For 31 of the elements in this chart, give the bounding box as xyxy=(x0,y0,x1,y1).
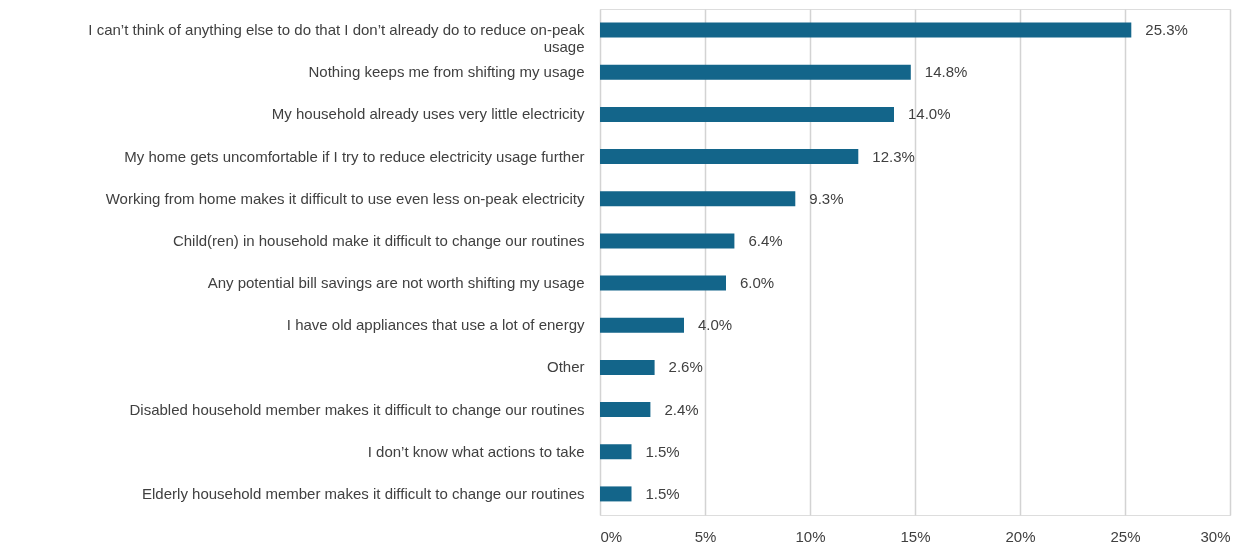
y-tick-label: My household already uses very little electricity xyxy=(271,105,585,123)
data-label: 2.6% xyxy=(668,358,703,376)
data-label: 14.0% xyxy=(908,105,951,123)
y-tick-label: Disabled household member makes it difficult to change our routines xyxy=(129,400,585,418)
data-label: 25.3% xyxy=(1145,21,1188,39)
y-tick-label: Any potential bill savings are not worth shifting my usage xyxy=(207,274,585,292)
x-tick-label: 25% xyxy=(1110,527,1141,545)
data-label: 1.5% xyxy=(645,442,680,460)
data-label: 4.0% xyxy=(698,316,733,334)
y-tick-label: I can’t think of anything else to do that I don’t already do to reduce on-peak usage xyxy=(88,21,585,56)
data-label: 6.4% xyxy=(748,231,783,249)
data-label: 9.3% xyxy=(809,189,844,207)
x-tick-label: 20% xyxy=(1005,527,1036,545)
y-tick-label: My home gets uncomfortable if I try to reduce electricity usage further xyxy=(124,147,585,165)
x-tick-label: 5% xyxy=(694,527,717,545)
x-tick-label: 30% xyxy=(1200,527,1231,545)
x-tick-label: 10% xyxy=(795,527,826,545)
y-tick-label: Nothing keeps me from shifting my usage xyxy=(308,63,585,81)
x-tick-label: 15% xyxy=(900,527,931,545)
y-tick-label: I don’t know what actions to take xyxy=(367,442,585,460)
x-tick-label: 0% xyxy=(600,527,623,545)
y-tick-label: I have old appliances that use a lot of energy xyxy=(286,316,585,334)
data-label: 2.4% xyxy=(664,400,699,418)
y-tick-label: Child(ren) in household make it difficult to change our routines xyxy=(172,231,585,249)
data-label: 6.0% xyxy=(740,274,775,292)
y-tick-label: Other xyxy=(546,358,585,376)
data-label: 12.3% xyxy=(872,147,915,165)
y-tick-label: Elderly household member makes it difficult to change our routines xyxy=(142,484,585,502)
data-label: 14.8% xyxy=(924,63,968,81)
data-label: 1.5% xyxy=(645,484,680,502)
y-tick-label: Working from home makes it difficult to use even less on-peak electricity xyxy=(105,189,585,207)
